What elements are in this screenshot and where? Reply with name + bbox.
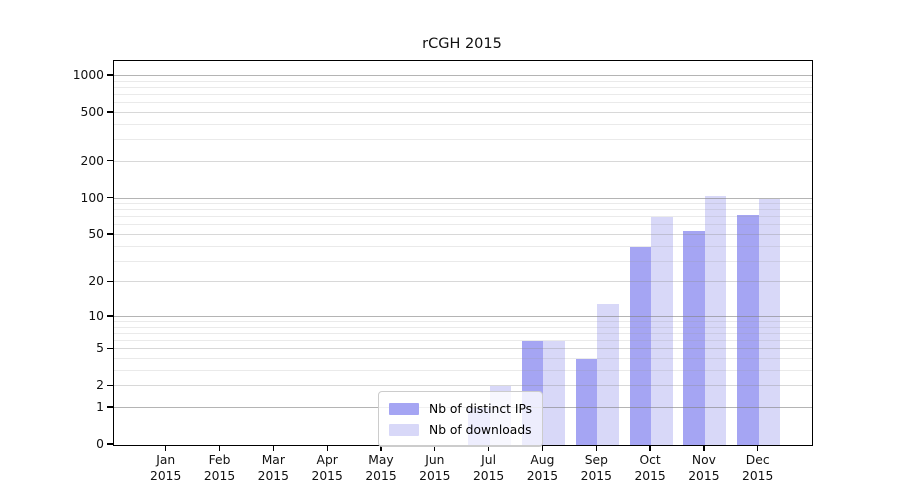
legend-item-distinct-ips: Nb of distinct IPs — [387, 398, 532, 419]
legend-swatch-distinct-ips — [389, 402, 419, 415]
y-tick-label: 2 — [96, 378, 104, 393]
y-tick-mark — [107, 384, 113, 386]
x-tick-month: May — [368, 453, 394, 467]
y-tick-label: 1 — [96, 400, 104, 414]
x-tick-mark — [541, 445, 544, 451]
y-tick-mark — [107, 233, 113, 235]
x-tick-label: Apr 2015 — [295, 452, 359, 484]
x-tick-label: Jun 2015 — [403, 452, 467, 484]
x-tick-mark — [326, 445, 328, 451]
x-tick-month: Jul — [481, 453, 497, 467]
x-tick-year: 2015 — [526, 469, 559, 483]
legend-swatch-downloads — [389, 423, 419, 436]
bar-distinct-ips-sep — [575, 359, 598, 445]
x-tick-year: 2015 — [742, 469, 774, 483]
x-tick-month: Jan — [156, 453, 176, 467]
bars-layer — [114, 61, 812, 445]
x-tick-label: Mar 2015 — [241, 452, 305, 484]
x-tick-year: 2015 — [419, 469, 451, 483]
x-tick-mark — [703, 445, 705, 451]
y-tick-mark — [107, 315, 113, 317]
x-tick-year: 2015 — [634, 469, 666, 483]
y-tick-mark — [107, 406, 113, 408]
y-tick-label: 0 — [96, 437, 104, 451]
x-tick-label: Nov 2015 — [672, 452, 736, 484]
chart-title: rCGH 2015 — [422, 36, 502, 52]
y-tick-mark — [107, 196, 113, 199]
y-tick-label: 50 — [88, 227, 104, 241]
x-tick-month: Apr — [316, 453, 338, 467]
y-tick-mark — [107, 443, 113, 445]
x-tick-mark — [380, 445, 382, 451]
x-tick-year: 2015 — [311, 469, 343, 483]
x-tick-mark — [272, 445, 274, 451]
y-tick-mark — [107, 347, 113, 349]
x-tick-year: 2015 — [688, 469, 720, 483]
x-tick-month: Aug — [530, 453, 555, 467]
x-tick-mark — [487, 445, 490, 451]
x-tick-label: May 2015 — [349, 452, 413, 484]
bar-downloads-oct — [651, 217, 673, 445]
x-tick-mark — [595, 445, 597, 451]
legend-label-distinct-ips: Nb of distinct IPs — [429, 401, 533, 416]
y-tick-label: 100 — [80, 190, 104, 205]
x-tick-mark — [218, 445, 221, 451]
x-tick-mark — [434, 445, 436, 451]
x-tick-label: Jan 2015 — [134, 452, 198, 484]
x-tick-label: Dec 2015 — [726, 452, 790, 484]
bar-distinct-ips-oct — [629, 246, 652, 445]
y-tick-mark — [107, 160, 113, 162]
bar-downloads-aug — [543, 341, 565, 445]
x-tick-month: Feb — [208, 453, 231, 467]
x-tick-month: Jun — [425, 453, 445, 467]
x-tick-year: 2015 — [203, 469, 236, 483]
x-tick-label: Sep 2015 — [564, 452, 628, 484]
y-tick-label: 10 — [88, 308, 104, 323]
y-tick-label: 500 — [80, 104, 104, 119]
y-tick-mark — [107, 280, 113, 283]
x-tick-month: Sep — [584, 453, 608, 467]
x-tick-month: Nov — [691, 453, 716, 467]
bar-downloads-dec — [758, 198, 781, 445]
x-tick-mark — [757, 445, 759, 451]
x-tick-month: Oct — [639, 453, 661, 467]
legend-item-downloads: Nb of downloads — [387, 419, 532, 440]
bar-distinct-ips-nov — [683, 230, 705, 445]
x-tick-mark — [649, 445, 651, 451]
x-tick-label: Feb 2015 — [188, 452, 252, 484]
y-tick-label: 1000 — [72, 67, 104, 82]
legend: Nb of distinct IPs Nb of downloads — [378, 391, 544, 447]
legend-label-downloads: Nb of downloads — [429, 422, 532, 437]
x-tick-year: 2015 — [257, 469, 289, 483]
y-tick-label: 200 — [80, 153, 104, 168]
x-tick-month: Mar — [261, 453, 285, 467]
plot-area: Nb of distinct IPs Nb of downloads — [113, 60, 813, 447]
y-tick-label: 20 — [88, 274, 104, 289]
x-tick-year: 2015 — [472, 469, 505, 483]
x-tick-label: Jul 2015 — [457, 452, 521, 484]
x-tick-label: Oct 2015 — [618, 452, 682, 484]
y-tick-mark — [107, 74, 113, 76]
x-tick-mark — [165, 445, 167, 451]
bar-downloads-nov — [704, 195, 727, 445]
x-tick-year: 2015 — [365, 469, 397, 483]
x-tick-month: Dec — [745, 453, 770, 467]
x-tick-year: 2015 — [150, 469, 182, 483]
bar-downloads-sep — [597, 304, 619, 445]
y-tick-mark — [107, 111, 113, 113]
bar-distinct-ips-dec — [737, 215, 759, 445]
y-tick-label: 5 — [96, 341, 104, 356]
x-tick-label: Aug 2015 — [510, 452, 574, 484]
x-tick-year: 2015 — [580, 469, 612, 483]
